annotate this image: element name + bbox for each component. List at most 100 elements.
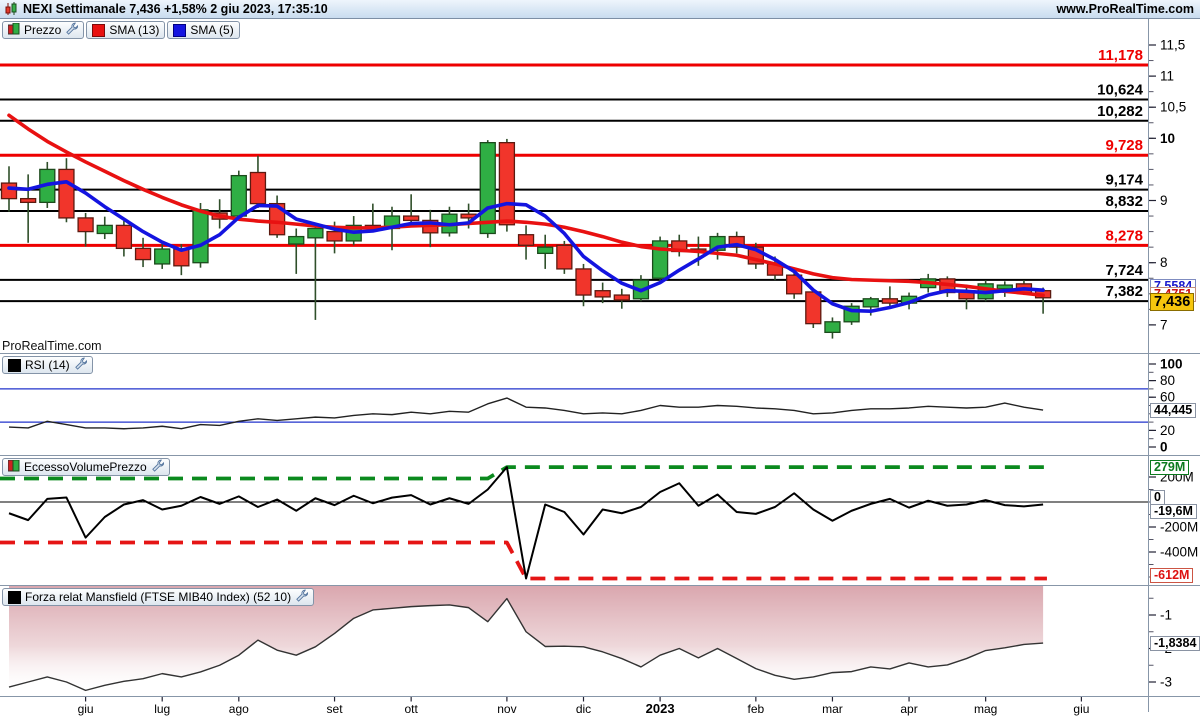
candle-up[interactable] bbox=[862, 298, 879, 308]
level-label: 11,178 bbox=[1098, 47, 1143, 64]
month-label: nov bbox=[497, 702, 516, 716]
level-label: 9,728 bbox=[1105, 137, 1143, 154]
axis-tick-label: 10 bbox=[1160, 131, 1175, 146]
price-candle-icon bbox=[7, 22, 20, 38]
mansfield-swatch bbox=[8, 590, 21, 604]
legend-sma5-label: SMA (5) bbox=[190, 23, 234, 37]
month-label: set bbox=[327, 702, 344, 716]
candle-up[interactable] bbox=[288, 235, 305, 245]
rsi-line bbox=[8, 397, 1044, 430]
candle-up[interactable] bbox=[192, 209, 209, 264]
level-label: 10,282 bbox=[1097, 103, 1143, 120]
wrench-icon[interactable] bbox=[74, 357, 87, 373]
legend-volume[interactable]: EccessoVolumePrezzo bbox=[2, 458, 170, 476]
candle-down[interactable] bbox=[77, 217, 94, 233]
axis-tick-label: -3 bbox=[1160, 675, 1172, 690]
legend-prezzo[interactable]: Prezzo bbox=[2, 21, 85, 39]
axis-tick-label: 10,5 bbox=[1160, 100, 1186, 115]
candle-down[interactable] bbox=[517, 234, 535, 246]
volume-value-tag: -19,6M bbox=[1150, 503, 1197, 519]
candle-up[interactable] bbox=[307, 227, 324, 239]
mansfield-panel bbox=[8, 586, 1044, 692]
candle-down[interactable] bbox=[786, 274, 803, 295]
legend-mansfield[interactable]: Forza relat Mansfield (FTSE MIB40 Index)… bbox=[2, 588, 315, 606]
candle-up[interactable] bbox=[154, 248, 171, 265]
candle-up[interactable] bbox=[230, 174, 247, 217]
axis-tick-label: 20 bbox=[1160, 423, 1175, 438]
level-label: 10,624 bbox=[1097, 81, 1144, 98]
volume_excess-axis[interactable]: 200M-200M-400M bbox=[1149, 470, 1198, 578]
volume-min-line bbox=[0, 540, 1047, 581]
prorealtime-watermark: ProRealTime.com bbox=[2, 339, 102, 353]
volume-legend: EccessoVolumePrezzo bbox=[2, 458, 170, 476]
volume-min-tag: -612M bbox=[1150, 568, 1194, 583]
time-axis[interactable]: giu lug ago set ott nov dic 2023 feb mar apr mag giu bbox=[78, 697, 1090, 716]
axis-tick-label: -200M bbox=[1160, 520, 1198, 535]
candle-down[interactable] bbox=[728, 235, 745, 248]
price-panel: 11,178 10,624 10,282 9,728 9,174 8,832 8,278 7,… bbox=[0, 47, 1148, 339]
candle-up[interactable] bbox=[824, 321, 841, 334]
axis-tick-label: 60 bbox=[1160, 390, 1175, 405]
candle-down[interactable] bbox=[58, 168, 75, 219]
prorealtime-link[interactable]: www.ProRealTime.com bbox=[1056, 2, 1194, 16]
legend-prezzo-label: Prezzo bbox=[24, 23, 62, 37]
candle-down[interactable] bbox=[881, 298, 899, 304]
legend-sma13[interactable]: SMA (13) bbox=[86, 21, 166, 39]
candle-down[interactable] bbox=[268, 202, 286, 236]
candle-down[interactable] bbox=[556, 244, 573, 270]
candle-up[interactable] bbox=[479, 142, 496, 235]
month-label: giu bbox=[1073, 702, 1089, 716]
candle-down[interactable] bbox=[19, 197, 37, 204]
axis-tick-label: 7 bbox=[1160, 317, 1168, 332]
candle-down[interactable] bbox=[498, 142, 516, 226]
volume-max-tag: 279M bbox=[1150, 459, 1190, 475]
sma5-swatch bbox=[173, 23, 187, 37]
candle-down[interactable] bbox=[134, 247, 152, 261]
candle-down[interactable] bbox=[0, 182, 18, 200]
candle-down[interactable] bbox=[575, 268, 592, 296]
candle-up[interactable] bbox=[537, 246, 554, 255]
level-label: 7,382 bbox=[1105, 283, 1143, 300]
sma13-swatch bbox=[92, 23, 106, 37]
month-label: feb bbox=[748, 702, 765, 716]
level-label: 8,278 bbox=[1105, 227, 1143, 244]
rsi-panel bbox=[0, 388, 1148, 430]
last-price-tag: 7,436 bbox=[1150, 292, 1195, 311]
mansfield-legend: Forza relat Mansfield (FTSE MIB40 Index)… bbox=[2, 588, 315, 606]
axis-tick-label: 80 bbox=[1160, 373, 1175, 388]
wrench-icon[interactable] bbox=[65, 22, 79, 38]
month-label: lug bbox=[154, 702, 170, 716]
level-label: 9,174 bbox=[1105, 172, 1143, 189]
legend-sma5[interactable]: SMA (5) bbox=[167, 21, 240, 39]
candle-down[interactable] bbox=[402, 215, 420, 222]
candle-up[interactable] bbox=[996, 284, 1013, 290]
volume-max-line bbox=[0, 465, 1047, 481]
mansfield-value-tag: -1,8384 bbox=[1150, 635, 1200, 651]
axis-tick-label: 8 bbox=[1160, 255, 1168, 270]
axis-tick-label: 0 bbox=[1160, 440, 1168, 455]
candle-down[interactable] bbox=[326, 230, 343, 242]
candle-down[interactable] bbox=[594, 290, 611, 298]
legend-mansfield-label: Forza relat Mansfield (FTSE MIB40 Index)… bbox=[25, 590, 292, 604]
wrench-icon[interactable] bbox=[295, 589, 309, 605]
price-legend: Prezzo SMA (13) SMA (5) bbox=[2, 21, 240, 39]
wrench-icon[interactable] bbox=[151, 459, 164, 475]
volume-excess-panel bbox=[0, 465, 1148, 581]
level-label: 8,832 bbox=[1105, 193, 1143, 210]
candle-down[interactable] bbox=[115, 224, 133, 250]
axis-tick-label: -400M bbox=[1160, 545, 1198, 560]
candle-down[interactable] bbox=[613, 294, 630, 301]
month-label: ago bbox=[229, 702, 249, 716]
price-axis[interactable]: 11,5 11 10,5 10 9 8 7 bbox=[1149, 38, 1186, 333]
candle-down[interactable] bbox=[249, 171, 267, 205]
axis-tick-label: 9 bbox=[1160, 193, 1168, 208]
month-label: mar bbox=[822, 702, 843, 716]
month-label: mag bbox=[974, 702, 997, 716]
title-bar: NEXI Settimanale 7,436 +1,58% 2 giu 2023… bbox=[0, 0, 1200, 19]
candle-up[interactable] bbox=[96, 224, 113, 235]
candle-down[interactable] bbox=[805, 291, 822, 325]
legend-rsi[interactable]: RSI (14) bbox=[2, 356, 93, 374]
